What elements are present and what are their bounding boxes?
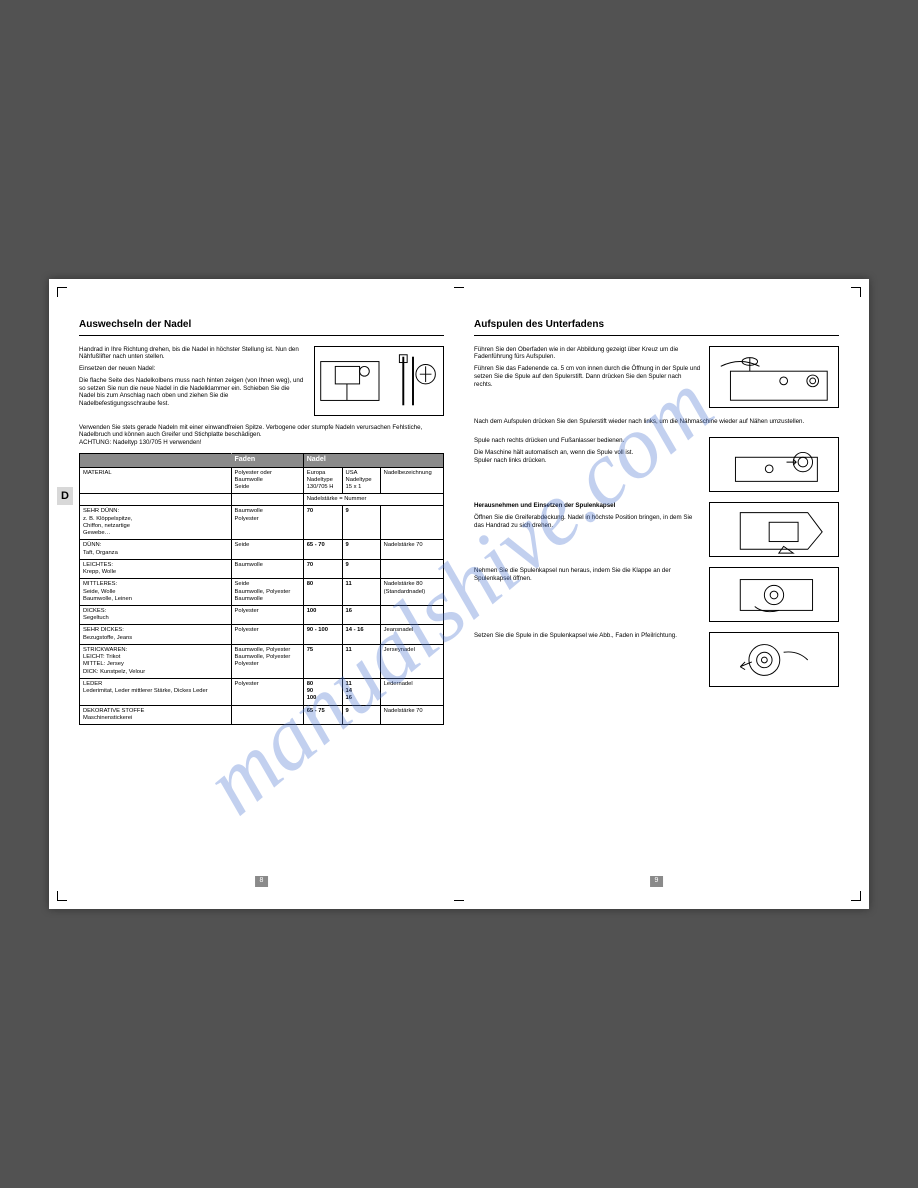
table-cell: 70 (303, 506, 342, 540)
table-cell: SEHR DICKES: Bezugstoffe, Jeans (80, 625, 232, 644)
table-cell: 65 - 70 (303, 540, 342, 559)
table-cell: 9 (342, 540, 380, 559)
table-cell: Jeansnadel (380, 625, 443, 644)
body-text: Nach dem Aufspulen drücken Sie den Spule… (474, 418, 839, 426)
body-text: Führen Sie das Fadenende ca. 5 cm von in… (474, 365, 701, 388)
table-cell: 16 (342, 606, 380, 625)
table-header: Nadel (303, 453, 443, 467)
table-cell: 9 (342, 506, 380, 540)
body-text: Nehmen Sie die Spulenkapsel nun heraus, … (474, 567, 701, 583)
bobbin-diagram-1 (709, 346, 839, 408)
table-cell: 75 (303, 644, 342, 678)
table-cell: 100 (303, 606, 342, 625)
table-cell: 9 (342, 705, 380, 724)
table-cell: 11 14 16 (342, 678, 380, 705)
table-cell: Nadelbezeichnung (380, 467, 443, 494)
body-text: Spule nach rechts drücken und Fußanlasse… (474, 437, 701, 445)
table-cell: USA Nadeltype 15 x 1 (342, 467, 380, 494)
body-text: Einsetzen der neuen Nadel: (79, 365, 306, 373)
table-cell (231, 705, 303, 724)
table-cell: Polyester oder Baumwolle Seide (231, 467, 303, 494)
table-cell: 65 - 75 (303, 705, 342, 724)
table-cell (380, 606, 443, 625)
page-title: Auswechseln der Nadel (79, 319, 444, 332)
table-cell: Nadelstärke = Nummer (303, 494, 443, 506)
crop-mark (454, 287, 464, 297)
table-cell: 80 90 100 (303, 678, 342, 705)
body-text: Führen Sie den Oberfaden wie in der Abbi… (474, 346, 701, 362)
crop-mark (851, 891, 861, 901)
table-cell: DICKES: Segeltuch (80, 606, 232, 625)
table-cell: Baumwolle, Polyester Baumwolle, Polyeste… (231, 644, 303, 678)
bobbin-diagram-4 (709, 567, 839, 622)
language-tab: D (57, 487, 73, 505)
table-cell: Baumwolle Polyester (231, 506, 303, 540)
table-cell: 80 (303, 579, 342, 606)
table-cell: 11 (342, 644, 380, 678)
left-page: D Auswechseln der Nadel Handrad in Ihre … (79, 319, 444, 869)
table-cell: 11 (342, 579, 380, 606)
table-cell: Europa Nadeltype 130/705 H (303, 467, 342, 494)
body-text: Verwenden Sie stets gerade Nadeln mit ei… (79, 424, 444, 447)
table-cell: MATERIAL (80, 467, 232, 494)
table-cell: 70 (303, 559, 342, 578)
body-text: Die flache Seite des Nadelkolbens muss n… (79, 377, 306, 408)
table-cell: 90 - 100 (303, 625, 342, 644)
table-cell: MITTLERES: Seide, Wolle Baumwolle, Leine… (80, 579, 232, 606)
table-cell: 9 (342, 559, 380, 578)
table-cell: LEDER Lederimitat, Leder mittlerer Stärk… (80, 678, 232, 705)
bobbin-diagram-5 (709, 632, 839, 687)
crop-mark (851, 287, 861, 297)
body-text: Handrad in Ihre Richtung drehen, bis die… (79, 346, 306, 362)
needle-diagram (314, 346, 444, 416)
table-cell: Nadelstärke 80 (Standardnadel) (380, 579, 443, 606)
table-cell: Jerseynadel (380, 644, 443, 678)
body-text: Öffnen Sie die Greiferabdeckung. Nadel i… (474, 514, 701, 530)
table-cell: 14 - 16 (342, 625, 380, 644)
crop-mark (57, 891, 67, 901)
table-cell: Polyester (231, 625, 303, 644)
table-cell: STRICKWAREN: LEICHT: Trikot MITTEL: Jers… (80, 644, 232, 678)
page-number: 9 (650, 876, 664, 887)
table-cell: DÜNN: Taft, Organza (80, 540, 232, 559)
crop-mark (454, 891, 464, 901)
bobbin-diagram-3 (709, 502, 839, 557)
body-text: Setzen Sie die Spule in die Spulenkapsel… (474, 632, 701, 640)
body-text: Die Maschine hält automatisch an, wenn d… (474, 449, 701, 465)
crop-mark (57, 287, 67, 297)
table-cell: Polyester (231, 678, 303, 705)
section-heading: Herausnehmen und Einsetzen der Spulenkap… (474, 502, 701, 510)
table-cell: Baumwolle (231, 559, 303, 578)
table-header: Faden (231, 453, 303, 467)
table-cell: Seide Baumwolle, Polyester Baumwolle (231, 579, 303, 606)
manual-spread: manualshive.com D Auswechseln der Nadel … (49, 279, 869, 909)
right-page: Aufspulen des Unterfadens Führen Sie den… (474, 319, 839, 869)
page-title: Aufspulen des Unterfadens (474, 319, 839, 332)
needle-thread-table: Faden Nadel MATERIAL Polyester oder Baum… (79, 453, 444, 725)
table-cell: Nadelstärke 70 (380, 540, 443, 559)
table-cell: Ledernadel (380, 678, 443, 705)
table-cell (380, 506, 443, 540)
table-cell: SEHR DÜNN: z. B. Klöppelspitze, Chiffon,… (80, 506, 232, 540)
table-cell: LEICHTES: Krepp, Wolle (80, 559, 232, 578)
page-number: 8 (255, 876, 269, 887)
table-cell: DEKORATIVE STOFFE Maschinenstickerei (80, 705, 232, 724)
table-cell: Polyester (231, 606, 303, 625)
table-cell: Seide (231, 540, 303, 559)
table-cell (380, 559, 443, 578)
bobbin-diagram-2 (709, 437, 839, 492)
table-cell: Nadelstärke 70 (380, 705, 443, 724)
